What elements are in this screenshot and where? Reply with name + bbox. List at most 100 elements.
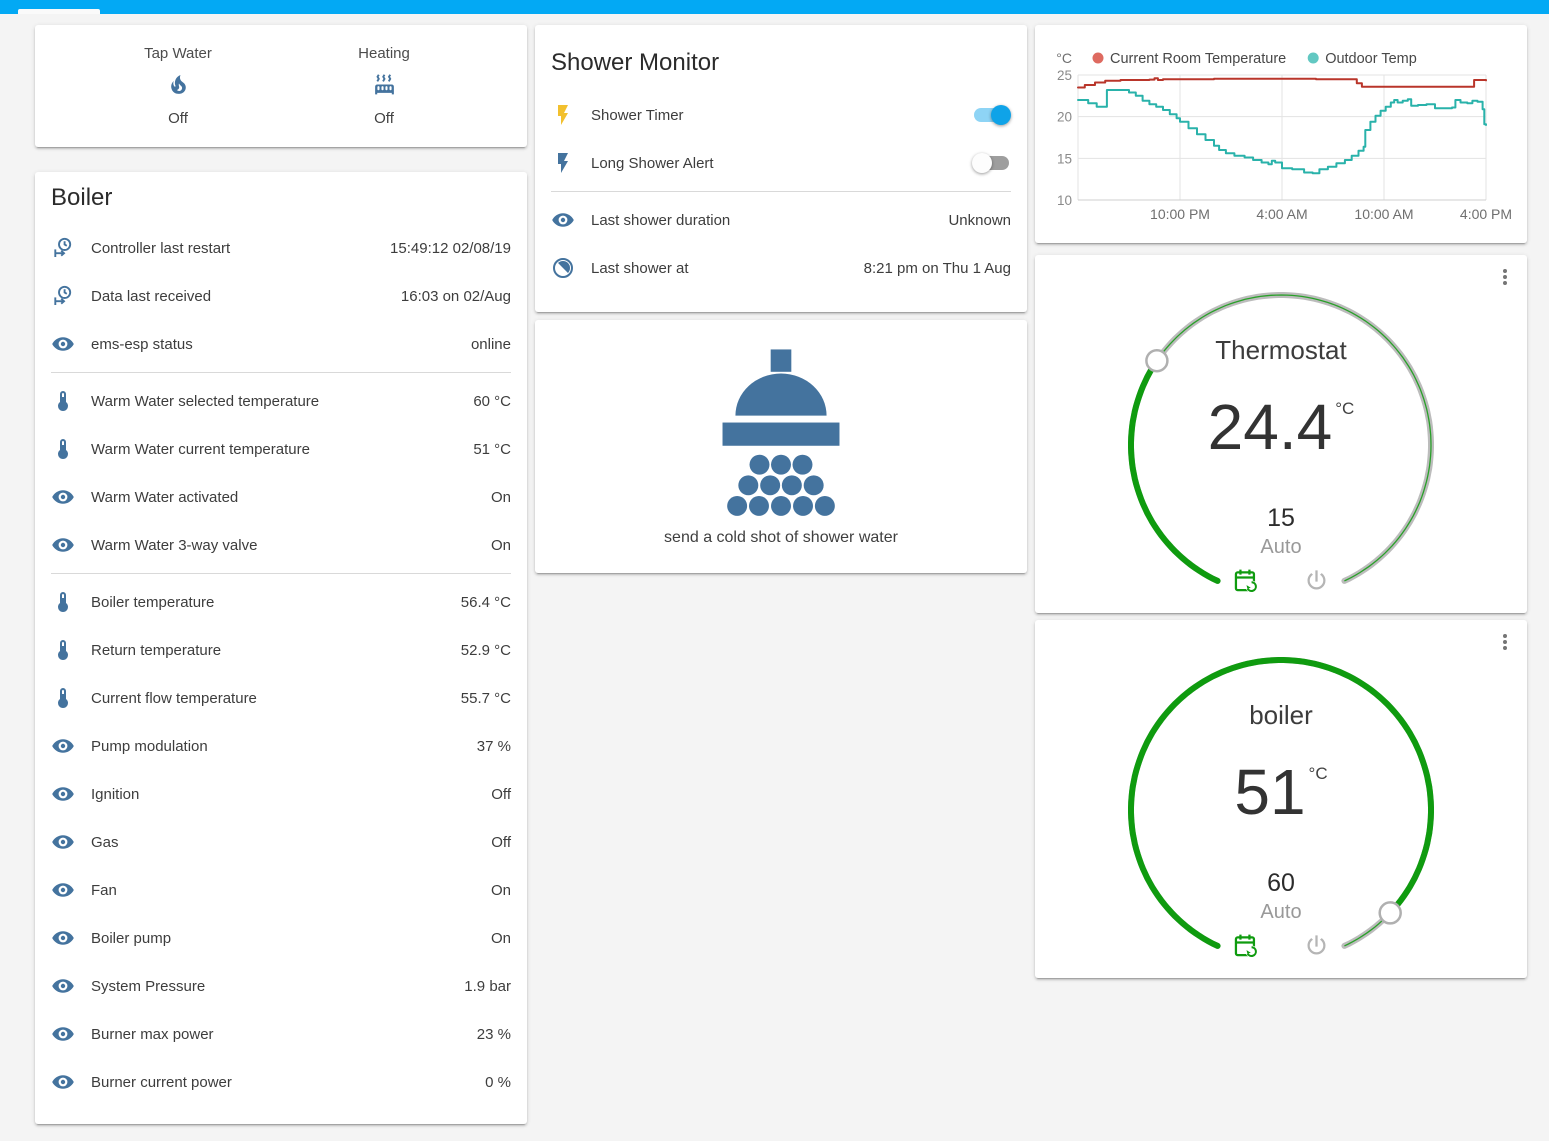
dial-target-temperature: 60 <box>1267 869 1295 897</box>
calendar-sync-button[interactable] <box>1232 932 1259 959</box>
entity-label: Current flow temperature <box>91 689 257 707</box>
more-options-menu-button[interactable] <box>1493 630 1517 654</box>
entity-value: Unknown <box>948 211 1011 229</box>
dial-knob[interactable] <box>1145 348 1169 373</box>
svg-text:10:00 AM: 10:00 AM <box>1354 206 1413 222</box>
clock-start-icon <box>54 237 72 257</box>
divider <box>51 372 511 373</box>
eye-icon <box>52 337 74 351</box>
entity-row[interactable]: Warm Water activated On <box>51 473 511 521</box>
divider <box>551 191 1011 192</box>
app-header <box>0 0 1549 14</box>
entity-label: ems-esp status <box>91 335 193 353</box>
eye-icon <box>52 979 74 993</box>
more-options-menu-button[interactable] <box>1493 265 1517 289</box>
entity-row[interactable]: Boiler temperature 56.4 °C <box>51 578 511 626</box>
thermostat-dial-card: Thermostat 24.4 °C 15 Auto <box>1035 255 1527 613</box>
circle-half-icon <box>551 256 575 280</box>
column-middle: Shower Monitor Shower Timer Long Shower … <box>535 25 1027 573</box>
toggle-knob[interactable] <box>991 105 1011 125</box>
toggle-switch[interactable] <box>974 105 1011 125</box>
eye-icon <box>52 1075 74 1089</box>
thermometer-icon <box>58 640 68 660</box>
entity-value: 60 °C <box>473 392 511 410</box>
power-button[interactable] <box>1303 567 1330 594</box>
flash-icon <box>551 151 575 175</box>
column-left: Tap Water Off Heating Off Boiler Control… <box>35 25 527 1124</box>
thermometer-icon <box>58 391 68 411</box>
glance-item-state: Off <box>374 110 394 127</box>
dial-active-arc <box>1128 357 1221 584</box>
entity-row[interactable]: Warm Water selected temperature 60 °C <box>51 377 511 425</box>
divider <box>51 573 511 574</box>
entity-label: Pump modulation <box>91 737 208 755</box>
entity-value: 51 °C <box>473 440 511 458</box>
entity-value: On <box>490 929 511 947</box>
thermometer-icon <box>51 437 75 461</box>
entity-row[interactable]: Warm Water 3-way valve On <box>51 521 511 569</box>
svg-text:°C: °C <box>1056 50 1072 66</box>
entity-row[interactable]: Burner max power 23 % <box>51 1010 511 1058</box>
entity-value: 16:03 on 02/Aug <box>400 287 511 305</box>
thermometer-icon <box>51 638 75 662</box>
entity-row[interactable]: Fan On <box>51 866 511 914</box>
entity-row[interactable]: Ignition Off <box>51 770 511 818</box>
entity-label: Gas <box>91 833 119 851</box>
entity-label: Ignition <box>91 785 140 803</box>
eye-icon <box>51 485 75 509</box>
radiator-icon <box>372 72 397 98</box>
dial-knob[interactable] <box>1378 901 1402 925</box>
thermometer-icon <box>58 688 68 708</box>
entity-row[interactable]: Current flow temperature 55.7 °C <box>51 674 511 722</box>
switch-row: Long Shower Alert <box>551 139 1011 187</box>
boiler-entities-card: Boiler Controller last restart 15:49:12 … <box>35 172 527 1124</box>
entity-row[interactable]: System Pressure 1.9 bar <box>51 962 511 1010</box>
entity-row[interactable]: Controller last restart 15:49:12 02/08/1… <box>51 224 511 272</box>
eye-icon <box>552 213 574 227</box>
calendar-sync-button[interactable] <box>1232 567 1259 594</box>
entity-row[interactable]: Pump modulation 37 % <box>51 722 511 770</box>
entity-value: 55.7 °C <box>460 689 511 707</box>
glance-item-name: Tap Water <box>144 45 212 62</box>
entity-row[interactable]: Last shower at 8:21 pm on Thu 1 Aug <box>551 244 1011 292</box>
power-button[interactable] <box>1303 932 1330 959</box>
glance-item[interactable]: Heating Off <box>304 45 464 127</box>
glance-item-state: Off <box>168 110 188 127</box>
entity-row[interactable]: Data last received 16:03 on 02/Aug <box>51 272 511 320</box>
entity-label: Warm Water 3-way valve <box>91 536 258 554</box>
glance-item-name: Heating <box>358 45 410 62</box>
entity-row[interactable]: ems-esp status online <box>51 320 511 368</box>
entity-row[interactable]: Return temperature 52.9 °C <box>51 626 511 674</box>
entity-value: 52.9 °C <box>460 641 511 659</box>
entity-row[interactable]: Boiler pump On <box>51 914 511 962</box>
power-icon <box>1307 570 1326 590</box>
entity-label: Boiler temperature <box>91 593 215 611</box>
toggle-switch[interactable] <box>972 153 1009 173</box>
eye-icon <box>52 835 74 849</box>
glance-item[interactable]: Tap Water Off <box>98 45 258 127</box>
svg-text:Outdoor Temp: Outdoor Temp <box>1325 51 1417 67</box>
shower-cold-shot-button[interactable]: send a cold shot of shower water <box>535 320 1027 573</box>
shower-head-icon <box>692 346 870 523</box>
entity-label: Controller last restart <box>91 239 231 257</box>
card-title: Boiler <box>51 184 113 211</box>
entity-row[interactable]: Last shower duration Unknown <box>551 196 1011 244</box>
eye-icon <box>52 739 74 753</box>
entity-row[interactable]: Gas Off <box>51 818 511 866</box>
temperature-history-chart: 25 20 15 10 10:00 PM 4:00 AM 10:00 AM 4:00 PM °C… <box>1056 50 1512 222</box>
thermometer-icon <box>58 439 68 459</box>
dial-mode: Auto <box>1260 901 1302 923</box>
entity-row[interactable]: Warm Water current temperature 51 °C <box>51 425 511 473</box>
tap-water-heating-card: Tap Water Off Heating Off <box>35 25 527 147</box>
entity-row[interactable]: Burner current power 0 % <box>51 1058 511 1106</box>
toggle-knob[interactable] <box>972 153 992 173</box>
entity-value: Off <box>491 833 511 851</box>
eye-icon <box>51 533 75 557</box>
eye-icon <box>51 1070 75 1094</box>
temperature-dial <box>1128 292 1434 584</box>
eye-icon <box>52 883 74 897</box>
entity-value: 15:49:12 02/08/19 <box>390 239 511 257</box>
dial-mode: Auto <box>1260 536 1302 558</box>
dial-unit: °C <box>1335 399 1355 418</box>
shower-monitor-card: Shower Monitor Shower Timer Long Shower … <box>535 25 1027 312</box>
